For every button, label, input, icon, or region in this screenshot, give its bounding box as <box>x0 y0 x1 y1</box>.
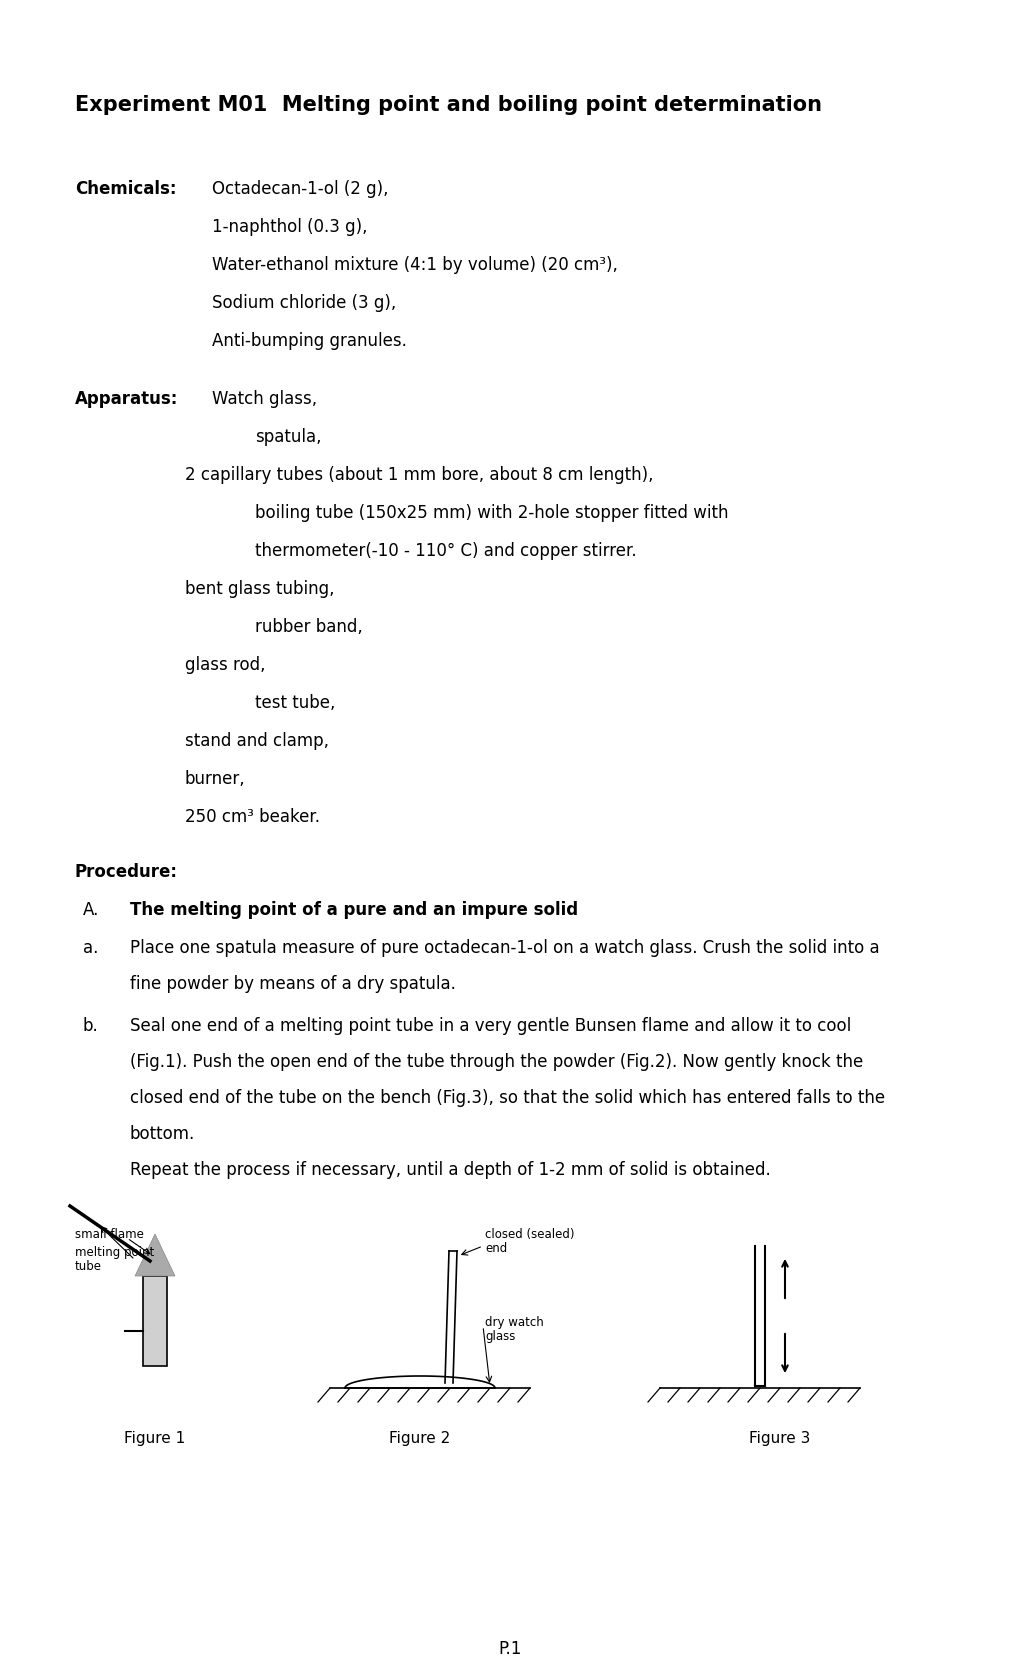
Text: small flame: small flame <box>75 1228 144 1242</box>
Text: Seal one end of a melting point tube in a very gentle Bunsen flame and allow it : Seal one end of a melting point tube in … <box>129 1016 851 1035</box>
Text: tube: tube <box>75 1260 102 1273</box>
Text: stand and clamp,: stand and clamp, <box>184 732 329 749</box>
Text: a.: a. <box>83 939 98 958</box>
Text: Repeat the process if necessary, until a depth of 1-2 mm of solid is obtained.: Repeat the process if necessary, until a… <box>129 1161 770 1179</box>
Text: (Fig.1). Push the open end of the tube through the powder (Fig.2). Now gently kn: (Fig.1). Push the open end of the tube t… <box>129 1053 862 1072</box>
Text: dry watch: dry watch <box>484 1315 543 1329</box>
Text: Water-ethanol mixture (4:1 by volume) (20 cm³),: Water-ethanol mixture (4:1 by volume) (2… <box>212 255 618 274</box>
Bar <box>143 1277 167 1366</box>
Text: Experiment M01  Melting point and boiling point determination: Experiment M01 Melting point and boiling… <box>75 96 821 114</box>
Text: Anti-bumping granules.: Anti-bumping granules. <box>212 333 407 349</box>
Text: Procedure:: Procedure: <box>75 864 178 880</box>
Text: boiling tube (150x25 mm) with 2-hole stopper fitted with: boiling tube (150x25 mm) with 2-hole sto… <box>255 504 728 522</box>
Polygon shape <box>135 1235 175 1277</box>
Text: b.: b. <box>83 1016 99 1035</box>
Text: Apparatus:: Apparatus: <box>75 390 178 408</box>
Text: Sodium chloride (3 g),: Sodium chloride (3 g), <box>212 294 395 312</box>
Text: Figure 1: Figure 1 <box>124 1431 185 1446</box>
Text: Figure 3: Figure 3 <box>749 1431 810 1446</box>
Text: rubber band,: rubber band, <box>255 618 363 637</box>
Text: 250 cm³ beaker.: 250 cm³ beaker. <box>184 808 320 827</box>
Text: Octadecan-1-ol (2 g),: Octadecan-1-ol (2 g), <box>212 180 388 198</box>
Text: spatula,: spatula, <box>255 428 321 445</box>
Text: burner,: burner, <box>184 769 246 788</box>
Text: glass: glass <box>484 1331 515 1342</box>
Text: Watch glass,: Watch glass, <box>212 390 317 408</box>
Text: closed end of the tube on the bench (Fig.3), so that the solid which has entered: closed end of the tube on the bench (Fig… <box>129 1089 884 1107</box>
Text: test tube,: test tube, <box>255 694 335 712</box>
Text: 2 capillary tubes (about 1 mm bore, about 8 cm length),: 2 capillary tubes (about 1 mm bore, abou… <box>184 465 653 484</box>
Text: The melting point of a pure and an impure solid: The melting point of a pure and an impur… <box>129 900 578 919</box>
Text: A.: A. <box>83 900 99 919</box>
Text: thermometer(-10 - 110° C) and copper stirrer.: thermometer(-10 - 110° C) and copper sti… <box>255 543 636 559</box>
Text: P.1: P.1 <box>498 1640 521 1658</box>
Text: fine powder by means of a dry spatula.: fine powder by means of a dry spatula. <box>129 974 455 993</box>
Text: 1-naphthol (0.3 g),: 1-naphthol (0.3 g), <box>212 218 367 235</box>
Text: bent glass tubing,: bent glass tubing, <box>184 580 334 598</box>
Text: Figure 2: Figure 2 <box>389 1431 450 1446</box>
Text: melting point: melting point <box>75 1247 154 1258</box>
Text: Place one spatula measure of pure octadecan-1-ol on a watch glass. Crush the sol: Place one spatula measure of pure octade… <box>129 939 878 958</box>
Text: closed (sealed): closed (sealed) <box>484 1228 574 1242</box>
Text: glass rod,: glass rod, <box>184 655 265 674</box>
Text: end: end <box>484 1242 506 1255</box>
Text: Chemicals:: Chemicals: <box>75 180 176 198</box>
Text: bottom.: bottom. <box>129 1126 195 1142</box>
